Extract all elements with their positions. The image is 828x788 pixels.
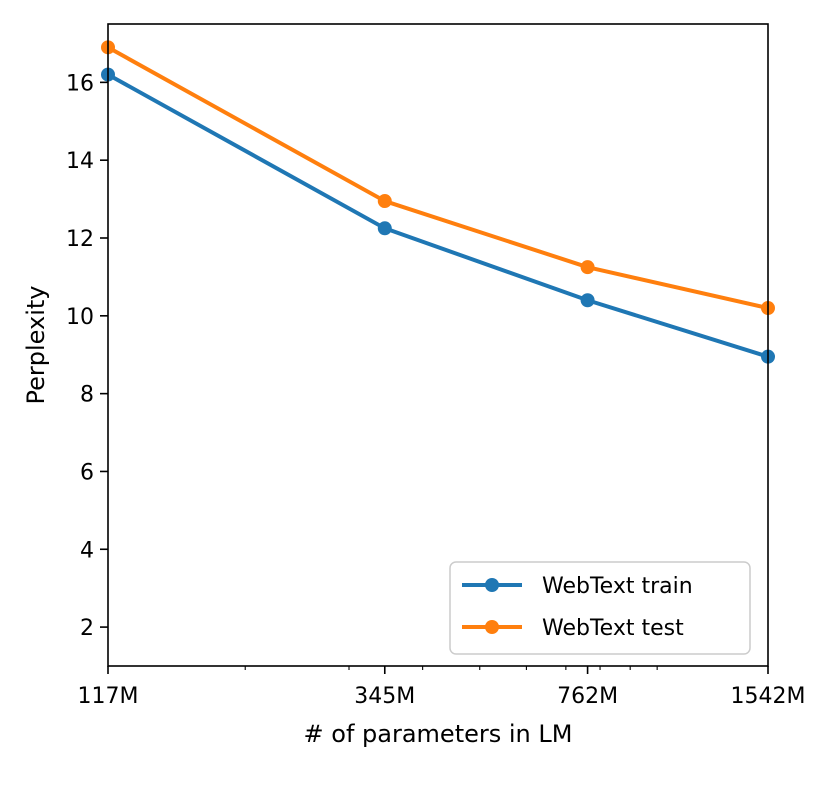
x-tick-label: 345M — [354, 684, 415, 709]
legend-label: WebText test — [542, 616, 684, 641]
legend-swatch-marker — [485, 620, 499, 634]
y-tick-label: 16 — [66, 71, 94, 96]
y-tick-label: 2 — [80, 616, 94, 641]
legend-label: WebText train — [542, 574, 693, 599]
y-tick-label: 4 — [80, 538, 94, 563]
legend-box — [449, 561, 751, 655]
y-tick-label: 6 — [80, 460, 94, 485]
data-point — [580, 293, 595, 308]
series-line — [105, 44, 771, 311]
x-tick-label: 762M — [557, 684, 618, 709]
y-axis-ticks: 2 4 6 8 10 12 14 16 — [66, 71, 108, 641]
x-tick-label: 117M — [78, 684, 139, 709]
y-tick-label: 12 — [66, 227, 94, 252]
data-point — [580, 260, 595, 275]
x-axis-ticks: 117M 345M 762M 1542M — [78, 666, 806, 709]
plot-frame — [107, 23, 769, 667]
y-tick-label: 10 — [66, 305, 94, 330]
series-line — [105, 71, 771, 360]
y-tick-label: 14 — [66, 149, 94, 174]
x-axis-label: # of parameters in LM — [304, 720, 573, 748]
series-layer — [101, 40, 775, 364]
data-point — [377, 194, 392, 209]
chart-legend: WebText train WebText test — [449, 561, 751, 655]
legend-swatch-marker — [485, 578, 499, 592]
data-point — [377, 221, 392, 236]
x-tick-label: 1542M — [731, 684, 806, 709]
y-axis-label: Perplexity — [22, 286, 50, 405]
y-tick-label: 8 — [80, 383, 94, 408]
